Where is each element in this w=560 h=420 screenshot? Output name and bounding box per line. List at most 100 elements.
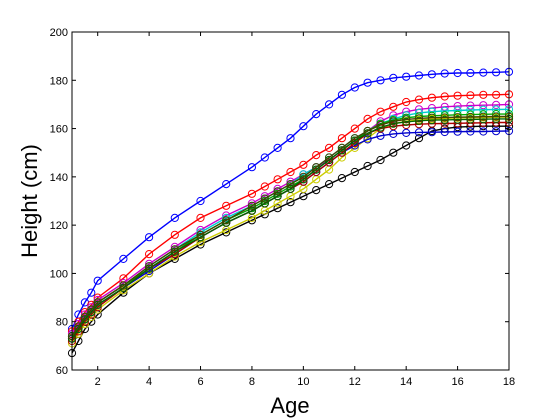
series-0-point-21 — [389, 73, 398, 83]
series-10-point-14 — [299, 172, 308, 181]
series-9-point-3 — [87, 308, 96, 317]
series-10-point-24 — [427, 113, 436, 122]
series-7-point-25 — [440, 127, 449, 137]
series-1-point-7 — [170, 230, 179, 239]
series-5-point-22 — [402, 141, 411, 150]
y-tick-label-2: 100 — [50, 268, 68, 280]
series-0-point-27 — [466, 68, 475, 78]
series-9-point-27 — [466, 115, 475, 124]
series-0-point-4 — [93, 276, 102, 285]
series-7-point-24 — [427, 128, 436, 137]
series-10-point-11 — [260, 194, 269, 203]
x-tick-label-3: 8 — [249, 376, 255, 388]
series-1-point-15 — [312, 151, 321, 160]
series-0-point-9 — [222, 180, 231, 189]
series-9-point-26 — [453, 115, 462, 124]
series-10-point-1 — [74, 322, 83, 331]
series-10-point-9 — [222, 216, 231, 225]
series-0-point-7 — [170, 213, 179, 222]
series-6-line — [71, 116, 510, 344]
y-tick-label-6: 180 — [50, 75, 68, 87]
series-5-point-15 — [312, 186, 321, 195]
series-2-point-28 — [479, 101, 488, 110]
series-7-point-26 — [453, 127, 462, 136]
series-10-point-19 — [363, 126, 372, 136]
series-1-point-9 — [222, 201, 231, 210]
series-0-point-25 — [440, 69, 449, 78]
plot-area-frame — [71, 31, 510, 371]
series-1-point-18 — [350, 124, 359, 133]
x-tick-label-7: 16 — [451, 376, 463, 388]
series-0-point-28 — [479, 68, 488, 77]
series-0-point-14 — [299, 122, 308, 131]
series-1-point-29 — [492, 90, 501, 99]
series-1-point-8 — [196, 213, 205, 222]
series-0-point-5 — [119, 254, 128, 263]
series-9-point-12 — [273, 192, 282, 201]
x-tick-label-4: 10 — [297, 376, 309, 388]
series-9-point-22 — [402, 117, 411, 126]
x-axis-title: Age — [270, 393, 309, 418]
series-2-point-29 — [492, 100, 501, 110]
series-5-point-19 — [363, 161, 372, 171]
y-tick-label-0: 60 — [56, 365, 68, 377]
y-tick-label-5: 160 — [50, 124, 68, 136]
series-1-point-10 — [247, 189, 256, 198]
series-layer — [67, 67, 514, 358]
series-8-point-21 — [389, 122, 398, 131]
series-1-point-26 — [453, 91, 462, 100]
series-10-point-25 — [440, 113, 449, 122]
series-10-point-13 — [286, 180, 295, 189]
series-7-point-28 — [479, 127, 488, 136]
y-tick-label-4: 140 — [50, 172, 68, 184]
series-10-point-26 — [453, 113, 462, 122]
series-10-point-2 — [80, 312, 90, 321]
series-0-point-19 — [363, 78, 372, 87]
series-10-point-27 — [466, 112, 475, 122]
series-5-point-13 — [286, 198, 295, 207]
series-5-point-12 — [273, 204, 282, 213]
series-0-point-3 — [87, 288, 96, 297]
series-10 — [67, 112, 514, 341]
x-tick-label-8: 18 — [503, 376, 515, 388]
series-10-point-28 — [479, 112, 488, 121]
series-9-line — [71, 118, 509, 339]
series-0-point-8 — [196, 196, 205, 206]
x-tick-label-1: 4 — [146, 376, 152, 388]
ticks-layer: 2 4 6 8 10 12 14 16 18 60 80 100 120 140 160 180 200 — [50, 27, 515, 388]
series-1-point-19 — [363, 114, 372, 124]
series-1-point-27 — [466, 91, 475, 100]
series-7-point-19 — [363, 135, 372, 144]
series-5-point-23 — [414, 134, 424, 143]
series-2-point-26 — [453, 102, 462, 111]
series-10-point-8 — [196, 230, 205, 239]
series-0-point-15 — [312, 110, 321, 119]
series-7-point-23 — [414, 128, 424, 137]
series-1-point-11 — [260, 182, 269, 191]
series-5-point-18 — [350, 167, 359, 177]
x-tick-label-5: 12 — [349, 376, 361, 388]
series-10-point-18 — [350, 134, 359, 143]
series-0-point-26 — [453, 68, 462, 78]
series-10-point-7 — [170, 245, 179, 254]
series-10-point-16 — [325, 153, 334, 162]
series-0-point-29 — [492, 68, 501, 77]
series-10-line — [71, 115, 509, 337]
series-0-point-20 — [376, 76, 385, 85]
series-1-point-24 — [427, 93, 436, 102]
series-9-point-23 — [414, 116, 424, 125]
series-9-point-24 — [427, 116, 436, 125]
series-10-point-21 — [389, 117, 398, 126]
series-10-point-10 — [247, 201, 256, 210]
series-0-point-18 — [350, 83, 359, 92]
series-10-point-23 — [414, 114, 424, 123]
series-10-point-5 — [119, 281, 128, 290]
plot-area-background — [72, 32, 509, 370]
series-1-point-25 — [440, 92, 449, 101]
series-1-point-16 — [325, 143, 334, 152]
y-tick-label-7: 200 — [50, 27, 68, 39]
series-1-point-6 — [145, 250, 154, 259]
series-0-point-12 — [273, 143, 282, 152]
